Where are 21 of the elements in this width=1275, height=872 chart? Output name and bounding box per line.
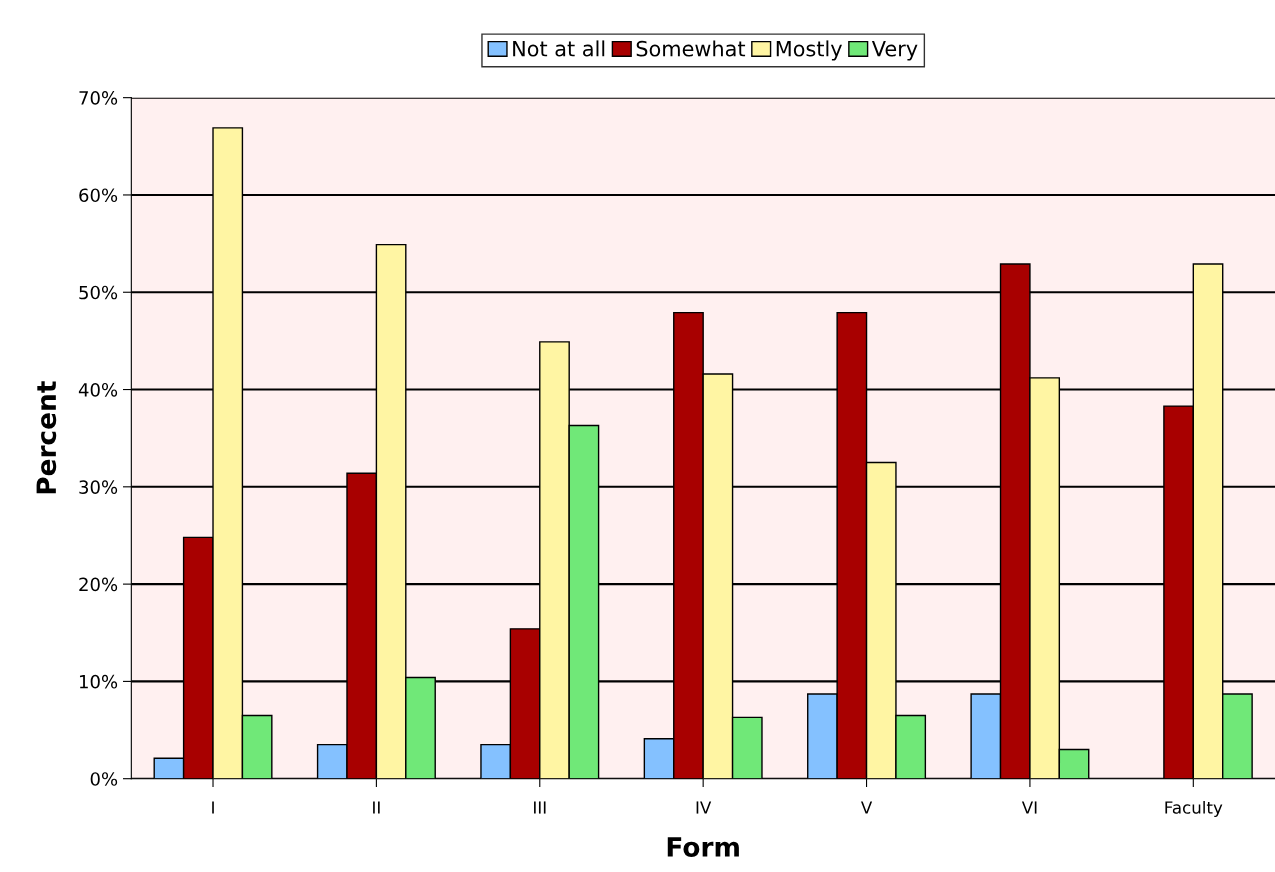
legend-label: Very	[871, 41, 918, 61]
y-tick-label: 40%	[78, 382, 118, 397]
y-tick-label: 10%	[79, 674, 118, 689]
legend-label: Not at all	[513, 40, 605, 57]
x-tick-label: II	[373, 801, 380, 814]
x-tick-label: VI	[1021, 801, 1037, 814]
legend-label: Somewhat	[636, 40, 746, 57]
y-tick-label: 0%	[90, 772, 118, 786]
x-tick-label: IV	[696, 801, 712, 814]
y-tick-label: 70%	[79, 91, 118, 105]
y-tick-label: 60%	[79, 188, 118, 203]
x-tick-label: I	[212, 801, 214, 814]
y-tick-label: 50%	[79, 285, 118, 300]
y-tick-label: 30%	[79, 480, 118, 494]
x-tick-label: III	[534, 801, 546, 814]
x-tick-label: Faculty	[1165, 800, 1223, 818]
y-axis-title: Percent	[36, 381, 57, 494]
x-axis-title: Form	[667, 837, 739, 857]
x-tick-label: V	[860, 801, 873, 814]
y-tick-label: 20%	[79, 577, 118, 592]
legend-label: Mostly	[776, 40, 842, 61]
